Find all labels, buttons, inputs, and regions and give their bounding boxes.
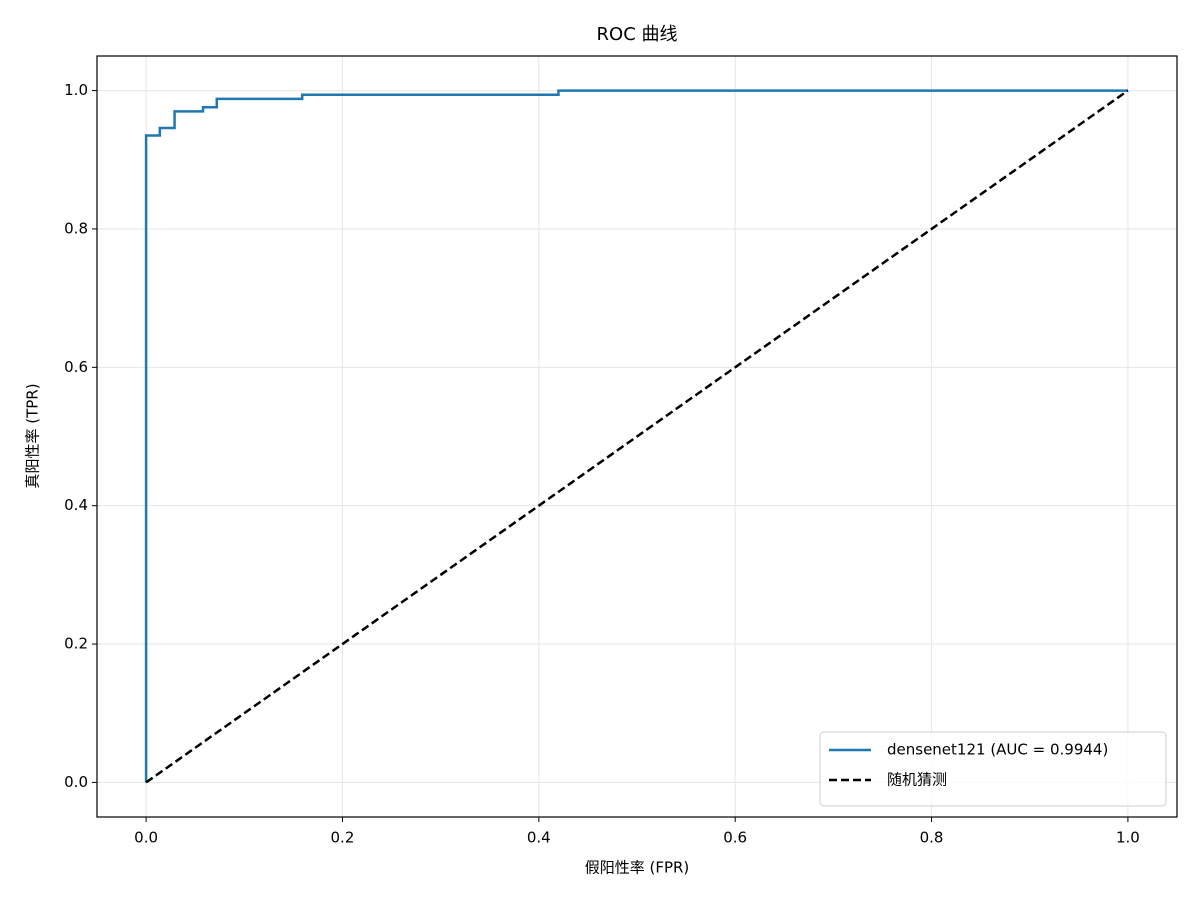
- y-tick-label: 0.0: [64, 773, 88, 791]
- line-series: [144, 89, 1128, 783]
- line-series: [145, 89, 1129, 784]
- x-tick-label: 0.6: [723, 829, 747, 847]
- y-tick-label: 1.0: [64, 81, 88, 99]
- plot-frame: [96, 55, 1178, 818]
- chart-title: ROC 曲线: [597, 24, 678, 45]
- x-tick-label: 0.8: [920, 829, 944, 847]
- x-tick-label: 0.4: [527, 829, 551, 847]
- x-tick-label: 1.0: [1116, 829, 1140, 847]
- legend-label: densenet121 (AUC = 0.9944): [887, 741, 1108, 759]
- y-tick-label: 0.2: [64, 635, 88, 653]
- legend-label: 随机猜测: [887, 771, 947, 789]
- y-axis-label: 真阳性率 (TPR): [24, 383, 42, 488]
- legend-box: [819, 731, 1167, 807]
- x-tick-label: 0.0: [134, 829, 158, 847]
- x-axis-label: 假阳性率 (FPR): [585, 859, 690, 877]
- y-tick-label: 0.8: [64, 219, 88, 237]
- y-tick-label: 0.4: [64, 496, 88, 514]
- x-tick-label: 0.2: [331, 829, 355, 847]
- y-tick-label: 0.6: [64, 358, 88, 376]
